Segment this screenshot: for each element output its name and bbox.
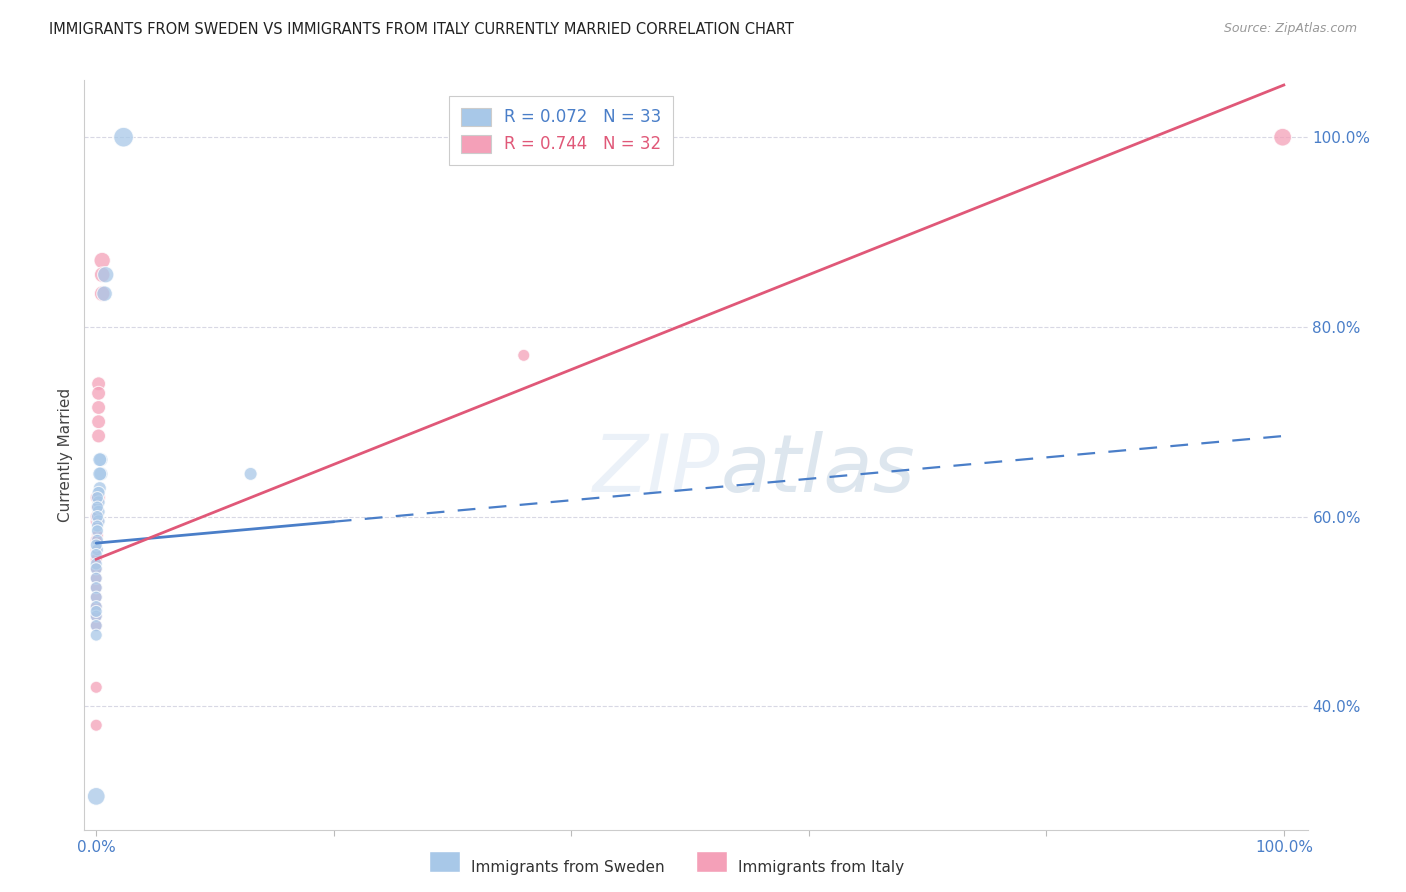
Point bbox=[84, 571, 107, 585]
Point bbox=[84, 562, 107, 576]
Point bbox=[86, 519, 108, 533]
Point bbox=[84, 562, 107, 576]
Text: ZIP: ZIP bbox=[593, 431, 720, 509]
Point bbox=[90, 467, 112, 481]
Point bbox=[86, 491, 108, 505]
Point bbox=[91, 286, 114, 301]
Point bbox=[86, 528, 108, 542]
Point bbox=[84, 514, 107, 528]
Point bbox=[84, 718, 107, 732]
Point bbox=[84, 599, 107, 614]
Point bbox=[86, 500, 108, 514]
Point bbox=[84, 628, 107, 642]
Legend: R = 0.072   N = 33, R = 0.744   N = 32: R = 0.072 N = 33, R = 0.744 N = 32 bbox=[450, 96, 673, 165]
Text: atlas: atlas bbox=[720, 431, 915, 509]
Point bbox=[84, 509, 107, 524]
Point bbox=[84, 557, 107, 571]
Point bbox=[84, 789, 107, 804]
Point bbox=[91, 268, 114, 282]
Point bbox=[90, 452, 112, 467]
Point bbox=[87, 376, 110, 391]
Point bbox=[84, 618, 107, 632]
Point bbox=[84, 533, 107, 548]
Point bbox=[84, 491, 107, 505]
Point bbox=[84, 581, 107, 595]
Point bbox=[84, 618, 107, 632]
Point bbox=[91, 253, 114, 268]
Point bbox=[86, 524, 108, 538]
Point bbox=[86, 500, 108, 514]
Point bbox=[89, 467, 111, 481]
Point bbox=[87, 429, 110, 443]
Point bbox=[87, 491, 110, 505]
Point bbox=[84, 552, 107, 566]
FancyBboxPatch shape bbox=[429, 851, 460, 872]
Text: Source: ZipAtlas.com: Source: ZipAtlas.com bbox=[1223, 22, 1357, 36]
Point bbox=[87, 415, 110, 429]
Point bbox=[87, 401, 110, 415]
Point bbox=[84, 599, 107, 614]
Point bbox=[84, 590, 107, 604]
Point bbox=[84, 681, 107, 695]
Text: Immigrants from Sweden: Immigrants from Sweden bbox=[471, 860, 665, 874]
Point bbox=[89, 452, 111, 467]
Point bbox=[87, 495, 110, 509]
Point bbox=[93, 286, 115, 301]
Point bbox=[86, 491, 108, 505]
Point bbox=[513, 348, 536, 362]
Point bbox=[86, 509, 108, 524]
Point bbox=[89, 481, 111, 495]
Point bbox=[94, 268, 117, 282]
Text: Immigrants from Italy: Immigrants from Italy bbox=[738, 860, 904, 874]
Point bbox=[84, 581, 107, 595]
Point bbox=[87, 505, 110, 519]
Point bbox=[112, 130, 135, 145]
Point bbox=[84, 548, 107, 562]
Point bbox=[86, 509, 108, 524]
Point bbox=[84, 538, 107, 552]
Point bbox=[239, 467, 262, 481]
Point bbox=[87, 486, 110, 500]
Point bbox=[1271, 130, 1294, 145]
Point bbox=[87, 514, 110, 528]
Point bbox=[84, 571, 107, 585]
Y-axis label: Currently Married: Currently Married bbox=[58, 388, 73, 522]
Point bbox=[84, 604, 107, 618]
Point bbox=[84, 609, 107, 624]
Point bbox=[84, 609, 107, 624]
Point bbox=[86, 542, 108, 557]
Point bbox=[84, 542, 107, 557]
Point bbox=[84, 590, 107, 604]
Text: IMMIGRANTS FROM SWEDEN VS IMMIGRANTS FROM ITALY CURRENTLY MARRIED CORRELATION CH: IMMIGRANTS FROM SWEDEN VS IMMIGRANTS FRO… bbox=[49, 22, 794, 37]
Point bbox=[86, 514, 108, 528]
Point bbox=[86, 533, 108, 548]
FancyBboxPatch shape bbox=[696, 851, 727, 872]
Point bbox=[84, 491, 107, 505]
Point bbox=[87, 386, 110, 401]
